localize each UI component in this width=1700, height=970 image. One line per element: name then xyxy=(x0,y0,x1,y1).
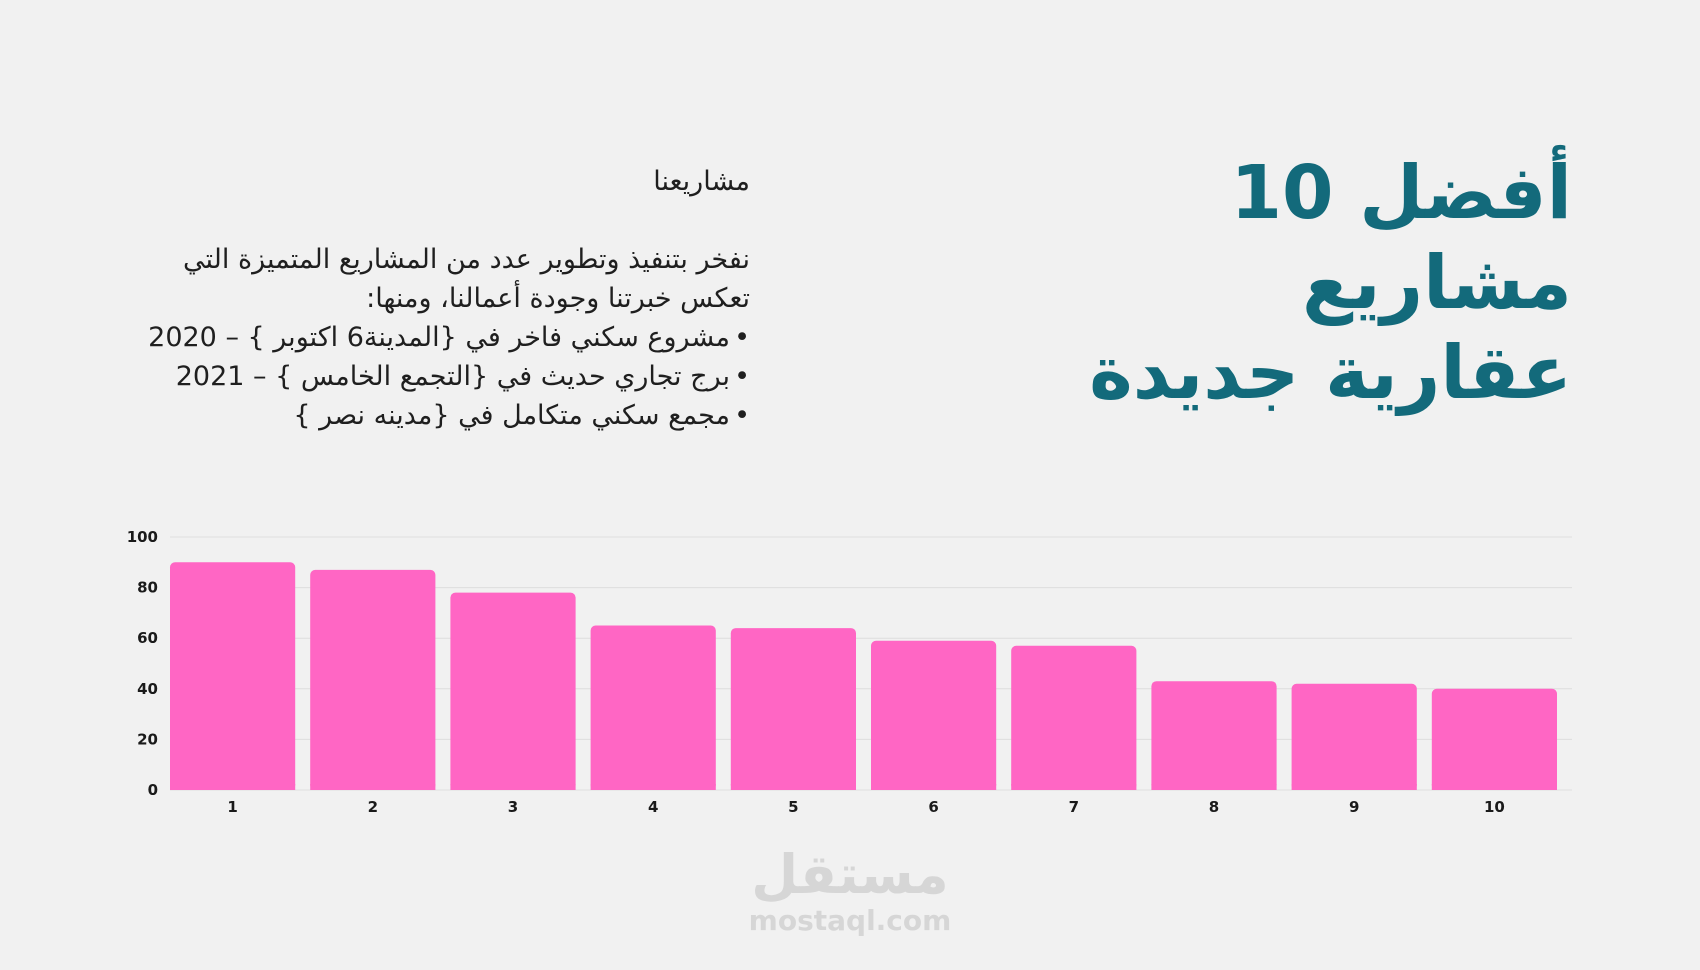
x-tick-label: 5 xyxy=(788,798,798,816)
bar-4 xyxy=(590,625,716,790)
x-tick-label: 1 xyxy=(227,798,237,816)
bar-base-1 xyxy=(170,784,296,790)
bar-base-5 xyxy=(730,784,856,790)
project-item-3: مجمع سكني متكامل في {مدينه نصر } xyxy=(120,396,750,435)
x-tick-label: 2 xyxy=(368,798,378,816)
page-title: أفضل 10 مشاريع عقارية جديدة xyxy=(1012,148,1572,418)
project-item-2: برج تجاري حديث في {التجمع الخامس } – 202… xyxy=(120,357,750,396)
bar-5 xyxy=(730,628,856,790)
bar-base-6 xyxy=(871,784,997,790)
title-line-1: أفضل 10 xyxy=(1230,150,1572,236)
y-tick-label: 100 xyxy=(127,528,158,546)
projects-heading: مشاريعنا xyxy=(653,166,750,197)
bar-base-10 xyxy=(1431,784,1557,790)
bar-2 xyxy=(310,569,436,790)
x-tick-label: 10 xyxy=(1484,798,1505,816)
bar-base-4 xyxy=(590,784,716,790)
x-tick-label: 3 xyxy=(508,798,518,816)
projects-list: مشروع سكني فاخر في {المدينة6 اكتوبر } – … xyxy=(120,318,750,435)
y-tick-label: 20 xyxy=(137,730,158,748)
bar-base-8 xyxy=(1151,784,1277,790)
bar-8 xyxy=(1151,681,1277,790)
x-tick-label: 7 xyxy=(1069,798,1079,816)
x-tick-label: 9 xyxy=(1349,798,1359,816)
project-item-1: مشروع سكني فاخر في {المدينة6 اكتوبر } – … xyxy=(120,318,750,357)
bar-1 xyxy=(170,562,296,790)
bar-base-3 xyxy=(450,784,576,790)
bar-9 xyxy=(1291,683,1417,790)
bar-base-7 xyxy=(1011,784,1137,790)
watermark-latin: mostaql.com xyxy=(748,904,952,937)
projects-description: مشاريعنا نفخر بتنفيذ وتطوير عدد من المشا… xyxy=(120,162,750,435)
x-tick-label: 4 xyxy=(648,798,658,816)
x-tick-label: 8 xyxy=(1209,798,1219,816)
x-tick-label: 6 xyxy=(928,798,938,816)
bar-10 xyxy=(1431,688,1557,790)
y-tick-label: 40 xyxy=(137,680,158,698)
y-tick-label: 0 xyxy=(148,781,158,799)
y-tick-label: 60 xyxy=(137,629,158,647)
bar-3 xyxy=(450,592,576,790)
watermark-arabic: مستقل xyxy=(751,843,949,906)
bar-6 xyxy=(871,640,997,790)
bar-7 xyxy=(1011,645,1137,790)
bar-base-9 xyxy=(1291,784,1417,790)
mostaql-watermark: مستقل mostaql.com xyxy=(745,845,955,937)
y-tick-label: 80 xyxy=(137,579,158,597)
title-line-2: مشاريع xyxy=(1302,240,1572,326)
bar-base-2 xyxy=(310,784,436,790)
title-line-3: عقارية جديدة xyxy=(1089,330,1572,416)
projects-intro: نفخر بتنفيذ وتطوير عدد من المشاريع المتم… xyxy=(183,244,750,314)
